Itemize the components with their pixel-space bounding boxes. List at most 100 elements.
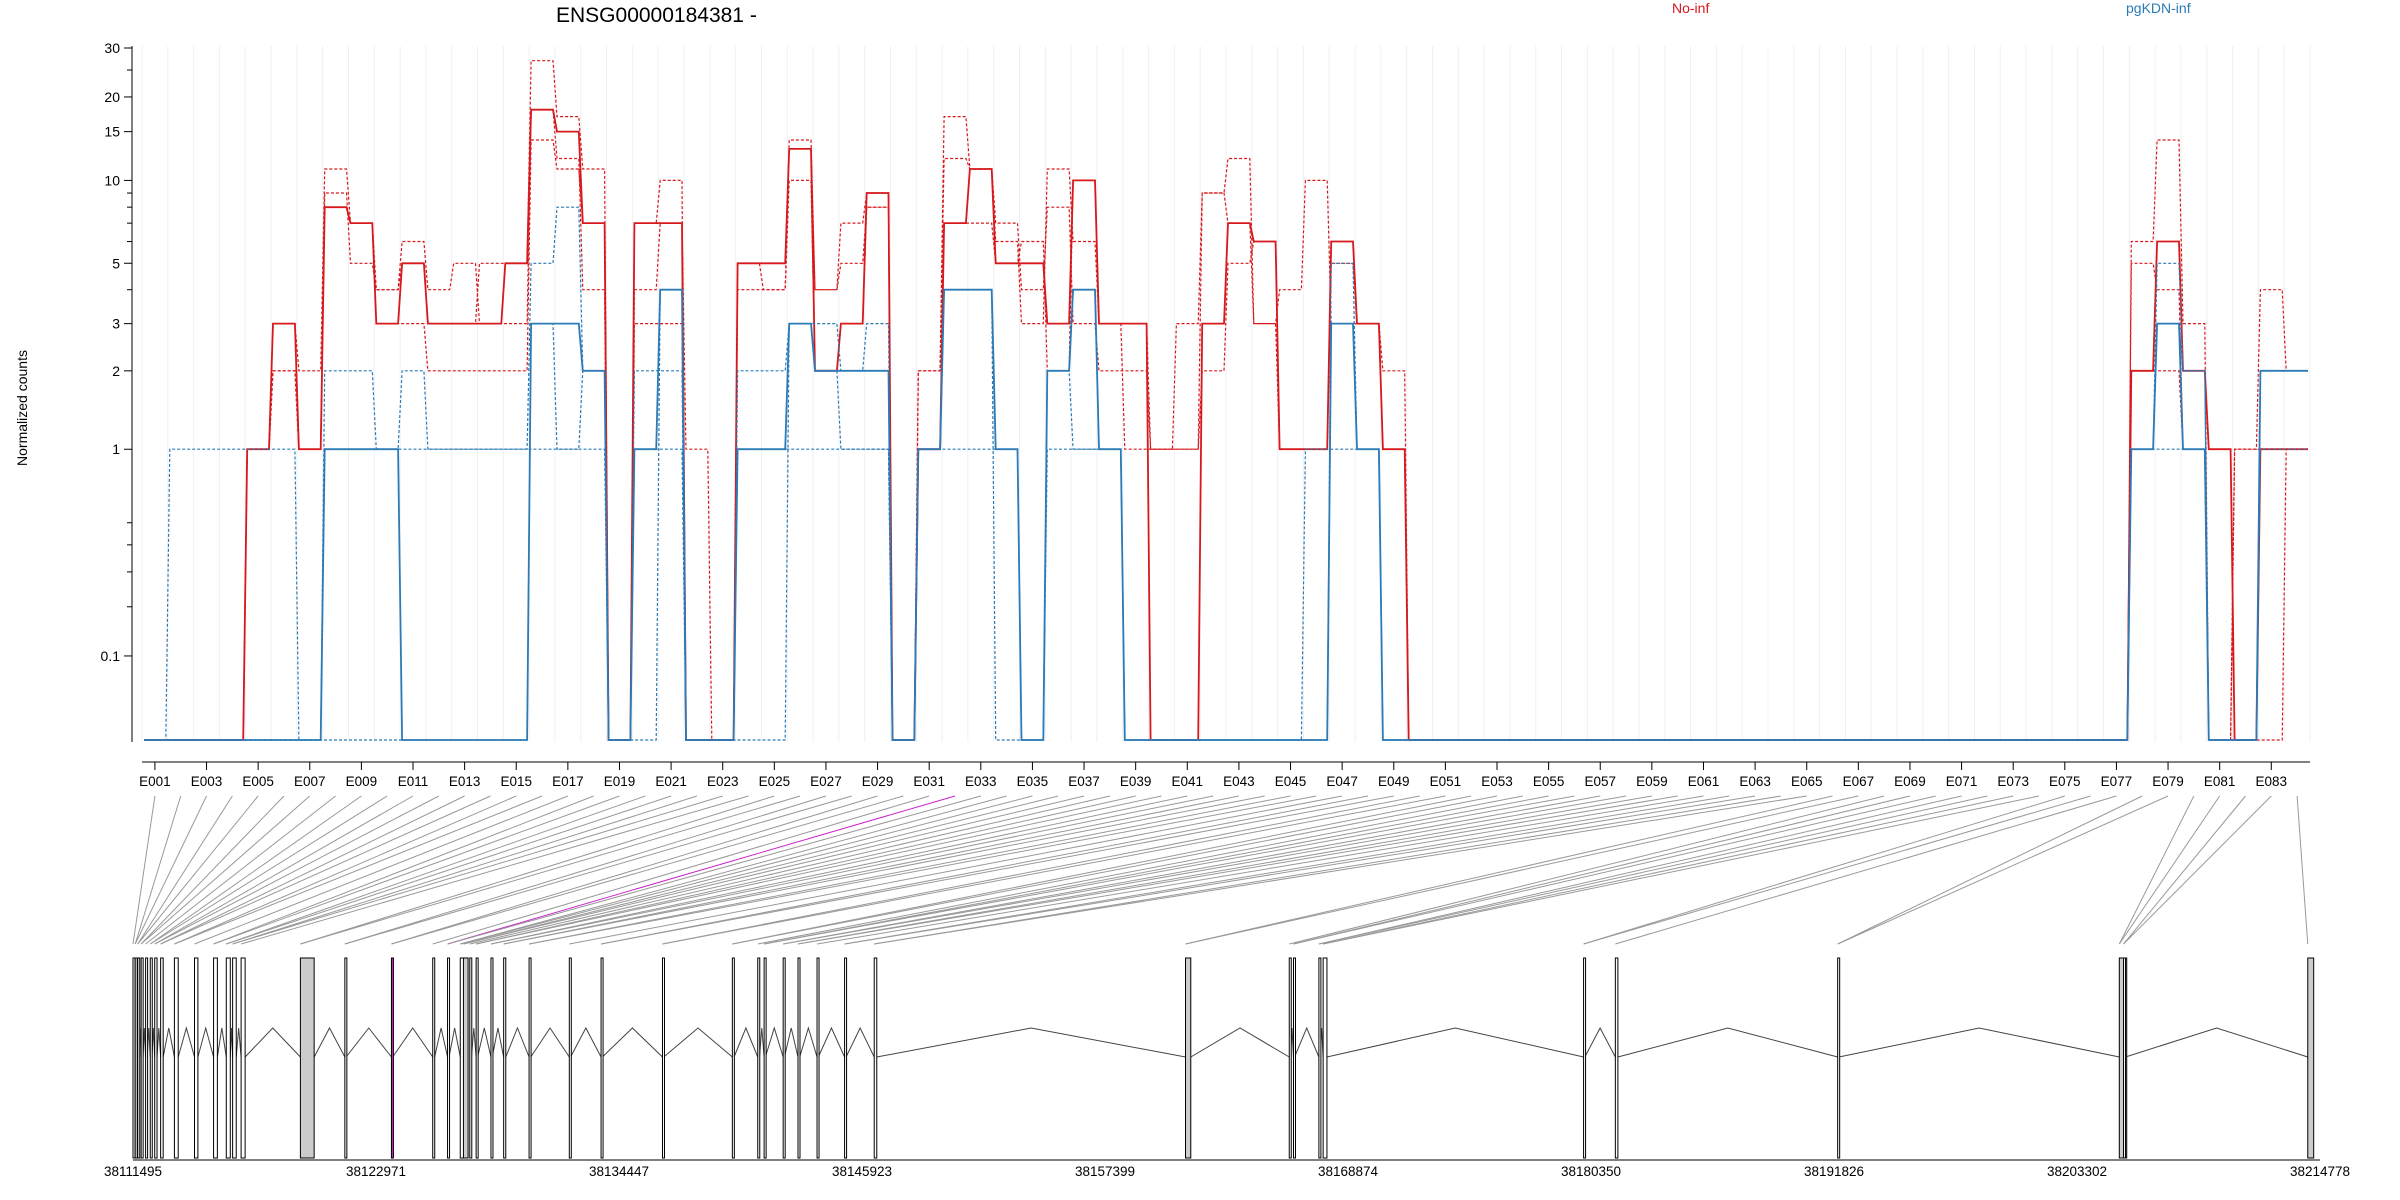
exon-tick-label: E029 bbox=[862, 774, 894, 789]
exon-tick-label: E083 bbox=[2256, 774, 2288, 789]
intron-line bbox=[570, 1026, 602, 1058]
exon-tick-label: E043 bbox=[1223, 774, 1255, 789]
exon-connector bbox=[149, 795, 362, 945]
exon-block bbox=[469, 957, 473, 1159]
y-axis: 0.1 1 2 3 5 10 15 20 30 bbox=[101, 40, 133, 742]
exon-block bbox=[2123, 957, 2127, 1159]
exon-block bbox=[2118, 957, 2128, 1159]
exon-connector bbox=[844, 795, 1756, 945]
series-pgkdn-infreplicate bbox=[144, 289, 2308, 741]
exon-block bbox=[2307, 957, 2315, 1159]
exon-connector bbox=[469, 795, 1110, 945]
exon-tick-label: E011 bbox=[398, 774, 429, 789]
exon-block bbox=[1292, 957, 1296, 1159]
intron-line bbox=[235, 1027, 242, 1058]
exon-block bbox=[194, 957, 199, 1159]
exon-connector bbox=[463, 795, 1085, 945]
intron-line bbox=[216, 1027, 227, 1058]
grid bbox=[141, 46, 2311, 742]
genomic-tick-label: 38122971 bbox=[346, 1164, 406, 1179]
exon-connector bbox=[140, 795, 311, 945]
exon-block bbox=[137, 957, 141, 1159]
exon-tick-label: E017 bbox=[552, 774, 584, 789]
exon-block bbox=[145, 957, 149, 1159]
exon-tick-label: E073 bbox=[1997, 774, 2029, 789]
intron-line bbox=[601, 1027, 663, 1058]
intron-line bbox=[845, 1026, 875, 1058]
exon-connector bbox=[344, 795, 852, 945]
exon-connector bbox=[600, 795, 1394, 945]
exon-connector bbox=[844, 795, 1730, 945]
exon-connector bbox=[154, 795, 440, 945]
exon-connector bbox=[460, 795, 1033, 945]
y-tick-label: 5 bbox=[112, 255, 120, 271]
exon-connector bbox=[300, 795, 801, 945]
exon-tick-label: E061 bbox=[1688, 774, 1720, 789]
exon-block bbox=[475, 957, 479, 1159]
exon-connector bbox=[226, 795, 672, 945]
exon-connector bbox=[137, 795, 233, 945]
exon-connector bbox=[213, 795, 620, 945]
exon-tick-label: E041 bbox=[1172, 774, 1204, 789]
exon-tick-label: E079 bbox=[2152, 774, 2184, 789]
exon-block bbox=[213, 957, 218, 1159]
exon-tick-label: E021 bbox=[655, 774, 687, 789]
exon-connector bbox=[1837, 795, 2169, 945]
exon-block bbox=[731, 957, 735, 1159]
exon-block bbox=[344, 957, 348, 1159]
exon-tick-label: E067 bbox=[1843, 774, 1875, 789]
genomic-tick-label: 38191826 bbox=[1804, 1164, 1864, 1179]
genomic-tick-label: 38214778 bbox=[2290, 1164, 2350, 1179]
exon-block bbox=[225, 957, 231, 1159]
exon-connector bbox=[232, 795, 723, 945]
exon-connector bbox=[757, 795, 1523, 945]
exon-block bbox=[661, 957, 665, 1159]
exon-connector bbox=[1323, 795, 2014, 945]
exon-connector bbox=[174, 795, 517, 945]
intron-line bbox=[177, 1026, 195, 1058]
exon-connector bbox=[662, 795, 1420, 945]
exon-block bbox=[1322, 957, 1328, 1159]
exon-connector bbox=[764, 795, 1549, 945]
exon-block bbox=[140, 957, 144, 1159]
exon-connector bbox=[154, 795, 414, 945]
exon-connector bbox=[874, 795, 1807, 945]
exon-connector bbox=[797, 795, 1652, 945]
exon-connector bbox=[240, 795, 749, 945]
exon-connector bbox=[1289, 795, 1885, 945]
series-pgkdn-infreplicate bbox=[144, 448, 2308, 741]
exon-block bbox=[757, 957, 761, 1159]
exon-tick-label: E025 bbox=[759, 774, 791, 789]
exon-connector bbox=[391, 795, 904, 945]
exon-connector bbox=[194, 795, 569, 945]
genomic-tick-label: 38134447 bbox=[589, 1164, 649, 1179]
exon-connector-lines bbox=[132, 795, 2309, 945]
exon-connector bbox=[764, 795, 1575, 945]
exon-connector bbox=[476, 795, 1162, 945]
exon-tick-label: E055 bbox=[1533, 774, 1565, 789]
exon-connector bbox=[300, 795, 775, 945]
exon-connector bbox=[2123, 795, 2272, 945]
series-no-infreplicate bbox=[144, 139, 2308, 741]
exon-block bbox=[816, 957, 820, 1159]
exon-connector bbox=[503, 795, 1240, 945]
intron-line bbox=[764, 1026, 784, 1058]
exon-block bbox=[134, 957, 138, 1159]
y-tick-label: 20 bbox=[104, 89, 120, 105]
exon-connector bbox=[528, 795, 1291, 945]
exon-axis: E001 E003 E005 E007 E009 E011 E013 E015 E017 E019… bbox=[139, 761, 2310, 789]
exon-block bbox=[1614, 957, 1619, 1159]
exon-connector bbox=[132, 795, 156, 945]
exon-block bbox=[149, 957, 153, 1159]
exon-connector bbox=[732, 795, 1472, 945]
exon-tick-label: E065 bbox=[1791, 774, 1823, 789]
genomic-axis: 38111495 38122971 38134447 38145923 38157399… bbox=[104, 1159, 2350, 1179]
intron-line bbox=[2125, 1027, 2308, 1058]
exon-tick-label: E049 bbox=[1378, 774, 1410, 789]
exon-tick-label: E001 bbox=[139, 774, 171, 789]
exon-connector bbox=[213, 795, 594, 945]
exon-tick-label: E039 bbox=[1120, 774, 1152, 789]
y-tick-label: 2 bbox=[112, 363, 120, 379]
exon-connector bbox=[463, 795, 1059, 945]
exon-tick-label: E033 bbox=[965, 774, 997, 789]
